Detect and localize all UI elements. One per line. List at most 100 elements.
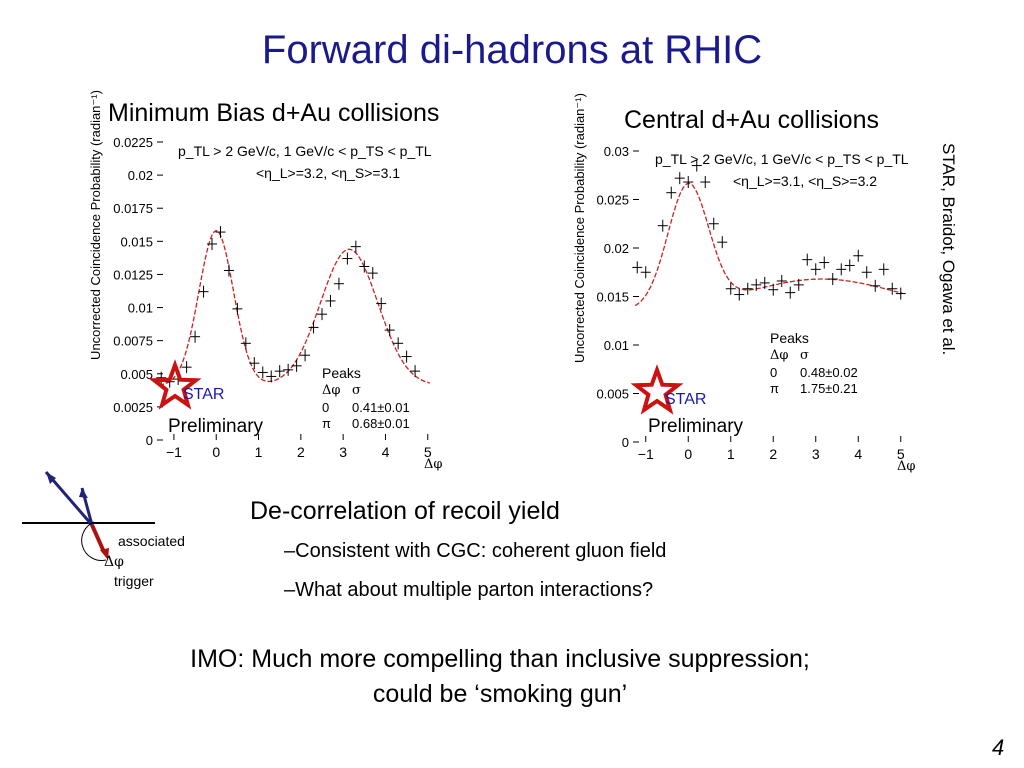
preliminary-label: Preliminary [168,416,264,437]
data-point [844,259,855,272]
chart-title-minbias: Minimum Bias d+Au collisions [108,99,440,127]
x-tick-label: 3 [812,446,820,462]
kinematic-cut-label: p_TL > 2 GeV/c, 1 GeV/c < p_TS < p_TL [655,151,909,167]
peaks-row-width: 0.41±0.01 [352,400,410,415]
data-point [359,260,370,273]
data-point [861,266,872,279]
y-tick-label: 0.0025 [113,400,153,415]
imo-statement: IMO: Much more compelling than inclusive… [0,642,1000,712]
star-logo-label: STAR [665,391,706,408]
data-point [878,263,889,276]
data-point [691,159,702,172]
slide-title: Forward di-hadrons at RHIC [261,28,763,72]
data-point [895,287,906,300]
y-tick-label: 0.015 [596,290,629,305]
data-point [810,263,821,276]
data-point [257,366,268,379]
data-point [887,282,898,295]
data-point [266,370,277,383]
peaks-row-width: 1.75±0.21 [800,381,858,396]
peaks-row-position: 0 [322,400,329,415]
data-point [376,297,387,310]
data-point [367,267,378,280]
associated-arrowhead [46,472,56,484]
x-axis-label: Δφ [424,457,443,472]
y-axis-label: Uncorrected Coincidence Probability (rad… [88,90,103,360]
peaks-col-sigma: σ [800,348,809,363]
data-point [768,283,779,296]
peaks-col-dphi: Δφ [770,348,789,363]
x-tick-label: −1 [166,444,182,460]
x-tick-label: 3 [339,444,347,460]
decorrelation-heading: De-correlation of recoil yield [250,497,560,525]
x-axis-label: Δφ [897,459,916,474]
data-point [350,240,361,253]
data-point [308,321,319,334]
second-arrowhead [79,488,88,498]
trigger-arrow [90,524,106,553]
data-point [300,349,311,362]
data-point [666,186,677,199]
chart-title-central: Central d+Au collisions [624,106,879,134]
eta-cut-label: <η_L>=3.1, <η_S>=3.2 [733,173,877,189]
y-tick-label: 0.025 [596,193,629,208]
data-point [793,278,804,291]
data-point [240,337,251,350]
trigger-label: trigger [114,573,154,589]
data-point [725,282,736,295]
y-tick-label: 0.0175 [113,201,153,216]
data-point [751,278,762,291]
peaks-col-sigma: σ [352,383,361,398]
x-tick-label: 5 [424,444,432,460]
data-point [232,302,243,315]
data-point [274,365,285,378]
y-tick-label: 0.01 [604,338,629,353]
x-tick-label: 1 [727,446,735,462]
data-point [190,330,201,343]
data-point [333,277,344,290]
data-point [717,236,728,249]
data-point [708,217,719,230]
data-point [640,266,651,279]
data-point [215,226,226,239]
imo-line-2: could be ‘smoking gun’ [372,680,628,708]
data-point [198,285,209,298]
data-point [410,365,421,378]
imo-line-1: IMO: Much more compelling than inclusive… [190,645,810,673]
data-point [827,273,838,286]
data-point [734,288,745,301]
star-logo-label: STAR [183,386,224,403]
y-tick-label: 0.0075 [113,334,153,349]
data-point [283,363,294,376]
data-point [819,256,830,269]
x-tick-label: 4 [382,444,390,460]
peaks-header: Peaks [770,330,809,346]
data-point [207,237,217,250]
data-point [657,219,668,232]
data-point [291,359,302,372]
y-axis-label: Uncorrected Coincidence Probability (rad… [572,93,587,363]
data-point [181,361,192,374]
y-tick-label: 0.01 [128,301,153,316]
star-logo-icon [630,364,684,415]
delta-phi-arc [81,521,107,561]
peaks-row-width: 0.48±0.02 [800,365,858,380]
bullet-mpi: –What about multiple parton interactions… [284,579,654,601]
data-point [776,274,787,287]
data-point [325,294,336,307]
y-tick-label: 0.02 [604,241,629,256]
trigger-arrowhead [100,548,109,560]
x-tick-label: 4 [854,446,862,462]
data-point [393,337,404,350]
y-tick-label: 0 [622,435,629,450]
eta-cut-label: <η_L>=3.2, <η_S>=3.1 [256,165,400,181]
preliminary-label: Preliminary [648,416,744,437]
peaks-row-position: π [770,381,779,396]
delta-phi-label: Δφ [104,554,124,570]
x-tick-label: 2 [297,444,305,460]
data-point [249,357,260,370]
data-point [870,279,881,292]
data-point [853,249,864,262]
